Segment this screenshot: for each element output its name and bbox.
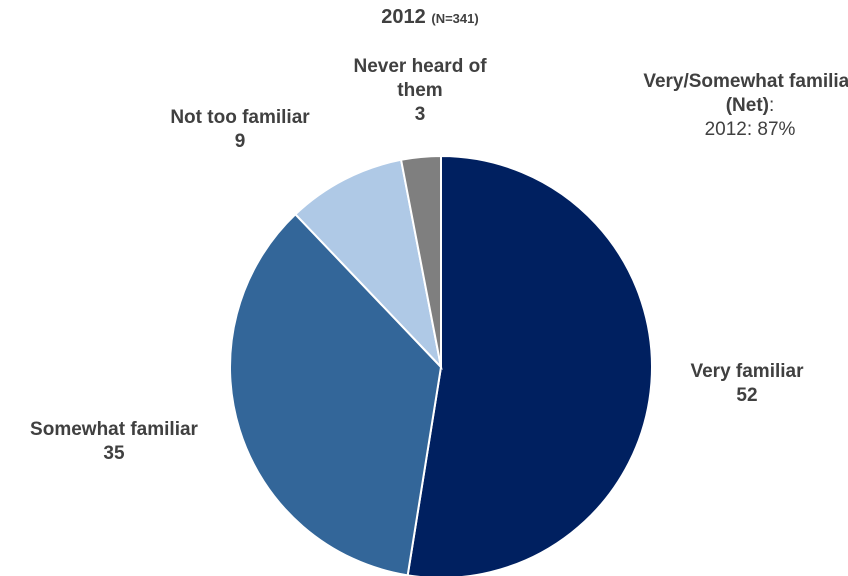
net-annotation-title: Very/Somewhat familiar (Net) [643,71,848,116]
slice-label-somewhat-familiar-name: Somewhat familiar [30,419,198,440]
slice-label-very-familiar-value: 52 [736,385,758,406]
slice-label-somewhat-familiar-value: 35 [103,443,125,464]
pie-slice-very-familiar [406,154,653,576]
slice-label-never-heard-value: 3 [414,104,426,125]
pie-slice-somewhat-familiar [229,212,443,576]
slice-label-very-familiar: Very familiar 52 [662,360,832,408]
pie-slice-not-too-familiar [293,158,443,371]
net-annotation: Very/Somewhat familiar (Net): 2012: 87% [640,70,848,142]
slice-label-not-too-familiar-name: Not too familiar [170,107,310,128]
chart-title-year: 2012 [381,6,426,28]
slice-label-somewhat-familiar: Somewhat familiar 35 [0,418,228,466]
chart-title-sample-size: (N=341) [431,11,479,26]
chart-title: 2012 (N=341) [0,6,848,29]
slice-label-very-familiar-name: Very familiar [690,361,804,382]
slice-label-not-too-familiar-value: 9 [234,131,246,152]
slice-label-not-too-familiar: Not too familiar 9 [150,106,330,154]
slice-label-never-heard-name: Never heard of them [353,56,487,101]
net-annotation-colon: : [769,95,775,116]
net-annotation-value: 2012: 87% [704,119,796,140]
pie-slice-never-heard [399,154,442,368]
slice-label-never-heard: Never heard of them 3 [335,55,505,127]
